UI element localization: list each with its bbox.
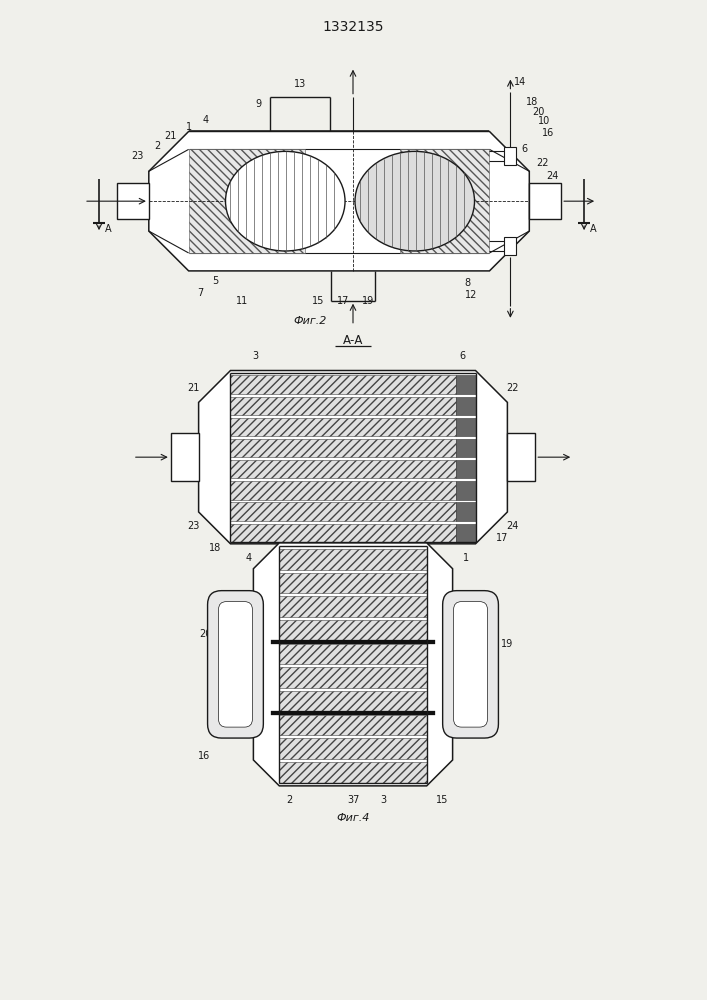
Bar — [279, 573, 427, 593]
Text: 2: 2 — [155, 141, 161, 151]
Bar — [530, 183, 561, 219]
Bar — [271, 711, 435, 715]
Bar — [189, 149, 305, 253]
Text: 17: 17 — [496, 533, 508, 543]
Text: 12: 12 — [465, 290, 478, 300]
Ellipse shape — [226, 151, 345, 251]
Text: 24: 24 — [546, 171, 559, 181]
Bar — [230, 460, 455, 478]
Bar — [230, 439, 455, 457]
Bar — [455, 481, 476, 500]
Text: 1332135: 1332135 — [322, 20, 384, 34]
Text: 2: 2 — [286, 795, 293, 805]
Text: 5: 5 — [212, 276, 218, 286]
Text: Фиг.2: Фиг.2 — [293, 316, 327, 326]
Text: 17: 17 — [337, 296, 349, 306]
Polygon shape — [148, 131, 530, 271]
Text: Фиг.3: Фиг.3 — [332, 569, 365, 579]
Bar — [455, 397, 476, 415]
Bar — [455, 375, 476, 394]
Bar — [279, 549, 427, 570]
Text: 5: 5 — [291, 522, 298, 532]
Bar — [230, 397, 455, 415]
Text: 18: 18 — [526, 97, 539, 107]
Ellipse shape — [355, 151, 474, 251]
Bar — [455, 439, 476, 457]
Text: А-А: А-А — [343, 334, 363, 347]
Text: 22: 22 — [506, 383, 519, 393]
Bar — [279, 738, 427, 759]
Bar — [400, 149, 489, 253]
Text: 20: 20 — [199, 629, 212, 639]
Text: 20: 20 — [532, 107, 544, 117]
Text: 21: 21 — [165, 131, 177, 141]
Bar — [279, 691, 427, 712]
Bar — [455, 418, 476, 436]
Text: Б-Б: Б-Б — [343, 504, 363, 517]
Bar — [508, 433, 535, 481]
Text: 3: 3 — [252, 351, 259, 361]
Text: 3: 3 — [380, 795, 386, 805]
Text: 24: 24 — [506, 521, 518, 531]
FancyBboxPatch shape — [443, 591, 498, 738]
Text: А: А — [105, 224, 111, 234]
Text: 19: 19 — [501, 639, 513, 649]
Text: 16: 16 — [197, 751, 210, 761]
Bar — [279, 667, 427, 688]
Bar — [279, 596, 427, 617]
Text: 18: 18 — [209, 543, 222, 553]
Bar — [271, 640, 435, 644]
FancyBboxPatch shape — [454, 602, 487, 727]
Text: 15: 15 — [312, 296, 325, 306]
Bar — [230, 375, 455, 394]
Bar — [455, 524, 476, 542]
Text: 1: 1 — [462, 553, 469, 563]
Text: Фиг.4: Фиг.4 — [337, 813, 370, 823]
Text: 6: 6 — [460, 351, 466, 361]
Text: 16: 16 — [542, 128, 554, 138]
Bar — [117, 183, 148, 219]
Text: 6: 6 — [521, 144, 527, 154]
Text: 11: 11 — [236, 296, 249, 306]
Text: 1: 1 — [186, 122, 192, 132]
Text: 9: 9 — [255, 99, 262, 109]
Text: 23: 23 — [132, 151, 144, 161]
FancyBboxPatch shape — [208, 591, 263, 738]
Bar — [455, 460, 476, 478]
Bar — [279, 620, 427, 641]
Polygon shape — [253, 543, 452, 786]
Bar — [230, 524, 455, 542]
Bar — [230, 502, 455, 521]
Text: 13: 13 — [294, 79, 306, 89]
Text: 15: 15 — [436, 795, 448, 805]
Text: 14: 14 — [514, 77, 527, 87]
Text: 22: 22 — [536, 158, 549, 168]
Text: 4: 4 — [202, 115, 209, 125]
Bar — [504, 147, 516, 165]
Bar — [279, 644, 427, 664]
Bar — [170, 433, 199, 481]
Text: 19: 19 — [362, 296, 374, 306]
Bar — [230, 481, 455, 500]
Text: 4: 4 — [245, 553, 252, 563]
Text: 10: 10 — [538, 116, 550, 126]
Text: 37: 37 — [440, 522, 452, 532]
Text: 37: 37 — [347, 795, 359, 805]
Bar — [504, 237, 516, 255]
Polygon shape — [199, 371, 508, 544]
Bar — [279, 715, 427, 735]
Text: 12: 12 — [413, 522, 425, 532]
Text: 23: 23 — [187, 521, 200, 531]
Bar — [279, 762, 427, 783]
Text: 21: 21 — [187, 383, 200, 393]
Text: 7: 7 — [197, 288, 204, 298]
FancyBboxPatch shape — [218, 602, 252, 727]
Text: 8: 8 — [464, 278, 471, 288]
Bar — [455, 502, 476, 521]
Bar — [230, 418, 455, 436]
Text: А: А — [590, 224, 597, 234]
